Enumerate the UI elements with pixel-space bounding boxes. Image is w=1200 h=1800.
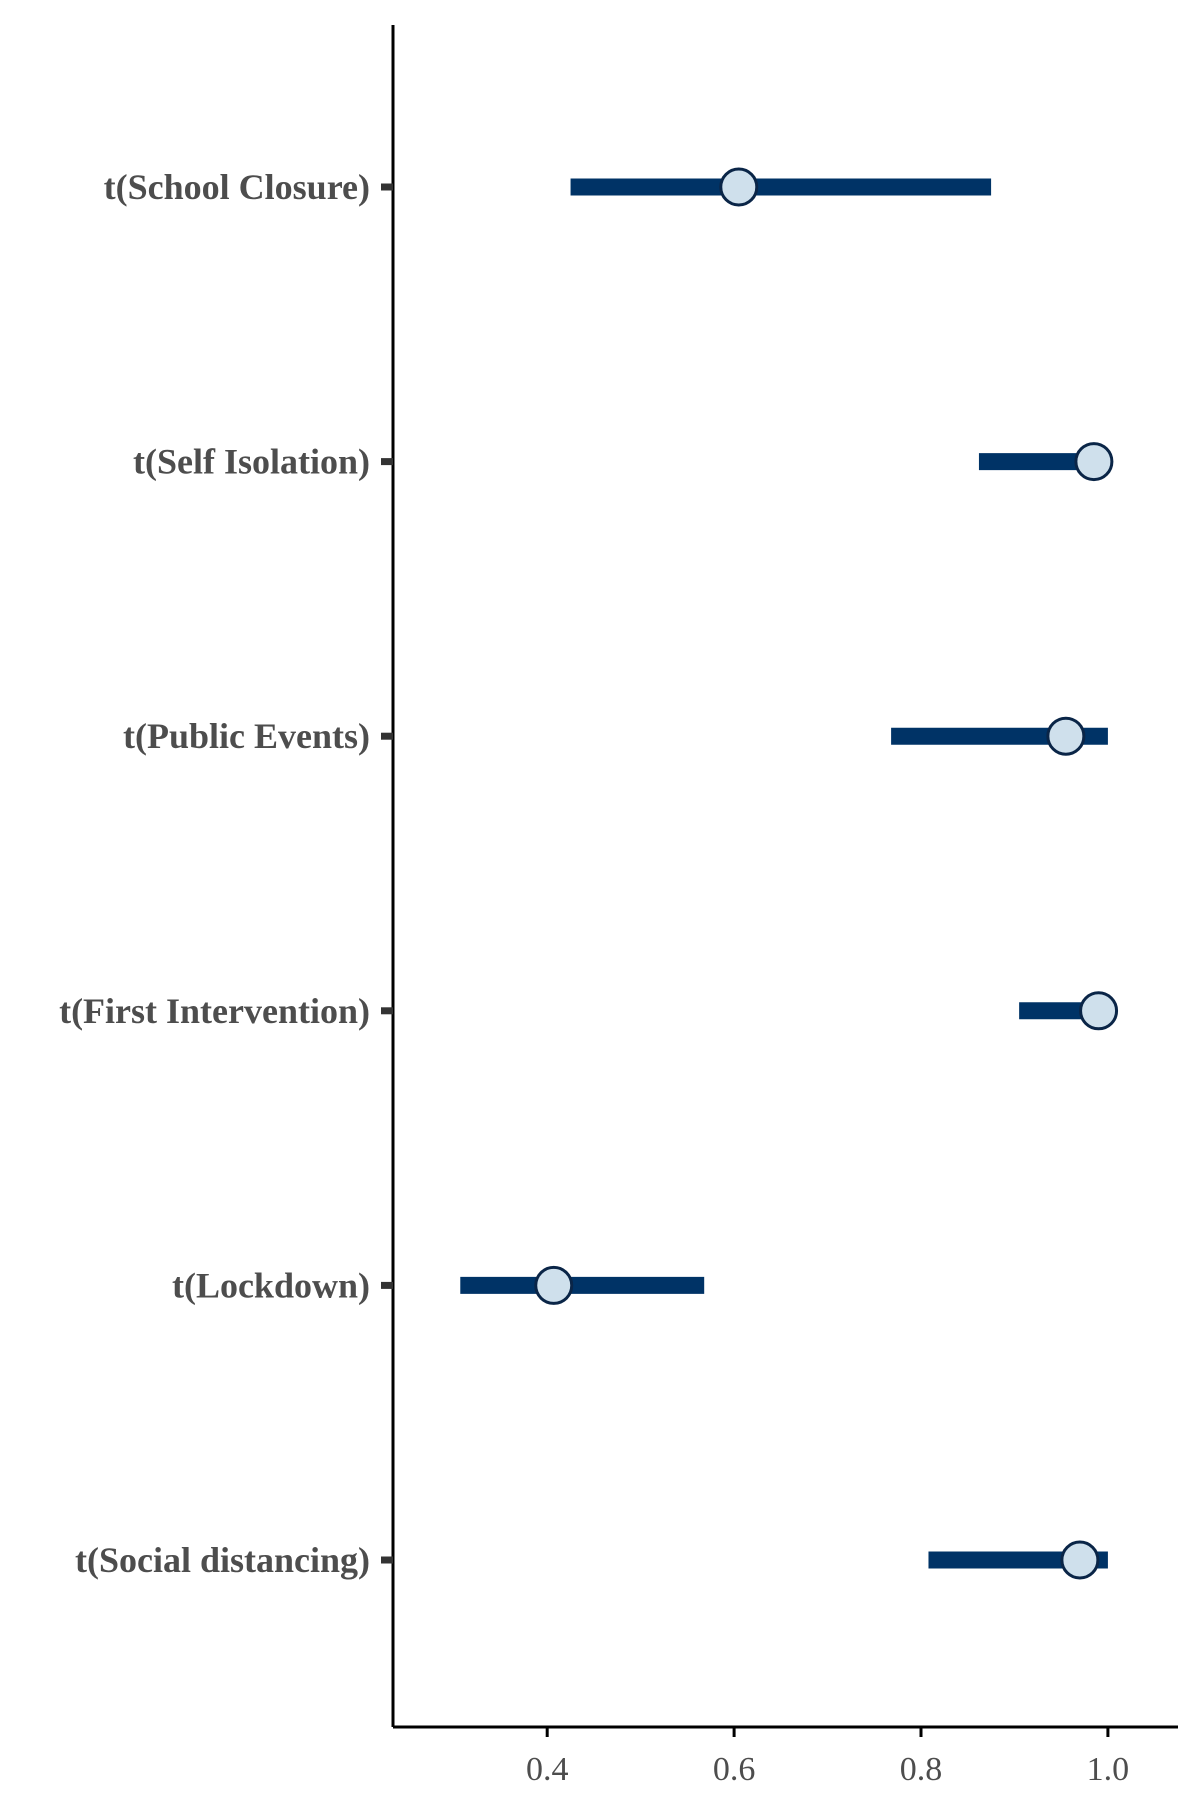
x-tick-label: 0.4: [526, 1751, 569, 1788]
x-tick-label: 0.8: [900, 1751, 943, 1788]
y-tick-label: t(Social distancing): [75, 1540, 370, 1580]
point-estimate: [1074, 442, 1114, 482]
x-tick-label: 0.6: [713, 1751, 756, 1788]
y-tick-label: t(School Closure): [104, 167, 370, 207]
point-estimate: [1060, 1540, 1100, 1580]
y-tick-label: t(Self Isolation): [133, 442, 370, 482]
y-tick-label: t(Public Events): [123, 716, 370, 756]
point-estimate: [1079, 991, 1119, 1031]
point-estimate: [719, 167, 759, 207]
x-tick-label: 1.0: [1087, 1751, 1130, 1788]
chart-marks: 0.4 0.6 0.8 1.0 t(School Closure) t(Self Isol…: [59, 25, 1178, 1788]
point-estimate: [1046, 716, 1086, 756]
point-estimate: [534, 1265, 574, 1305]
y-tick-label: t(Lockdown): [172, 1265, 370, 1305]
y-tick-label: t(First Intervention): [59, 991, 370, 1031]
